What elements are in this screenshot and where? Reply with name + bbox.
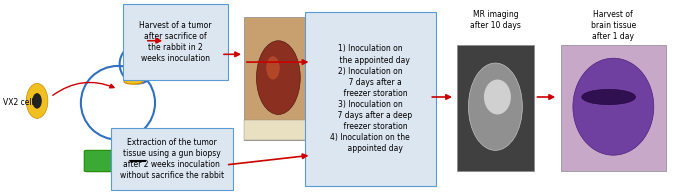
Text: Extraction of the tumor
tissue using a gun biopsy
after 2 weeks inoculation
with: Extraction of the tumor tissue using a g… (120, 138, 224, 180)
Circle shape (124, 79, 143, 84)
Circle shape (582, 89, 636, 105)
Text: Harvest of
brain tissue
after 1 day: Harvest of brain tissue after 1 day (590, 10, 636, 41)
Text: MR imaging
after 10 days: MR imaging after 10 days (470, 10, 521, 30)
FancyBboxPatch shape (244, 120, 309, 140)
Text: VX2 cell: VX2 cell (3, 98, 34, 107)
Text: 1) Inoculation on
    the appointed day
2) Inoculation on
    7 days after a
   : 1) Inoculation on the appointed day 2) I… (328, 44, 412, 153)
FancyBboxPatch shape (305, 12, 436, 186)
Circle shape (142, 57, 149, 59)
FancyBboxPatch shape (123, 4, 228, 80)
FancyBboxPatch shape (111, 128, 233, 190)
FancyBboxPatch shape (84, 150, 142, 172)
Text: Harvest of a tumor
after sacrifice of
the rabbit in 2
weeks inoculation: Harvest of a tumor after sacrifice of th… (140, 21, 212, 63)
Ellipse shape (573, 58, 654, 155)
FancyBboxPatch shape (457, 45, 534, 171)
Circle shape (137, 56, 153, 61)
FancyBboxPatch shape (244, 17, 309, 140)
Ellipse shape (32, 93, 42, 109)
Ellipse shape (468, 63, 522, 150)
Ellipse shape (484, 80, 511, 114)
Ellipse shape (256, 41, 300, 114)
Ellipse shape (266, 56, 280, 80)
FancyBboxPatch shape (561, 45, 666, 171)
Ellipse shape (26, 83, 48, 118)
